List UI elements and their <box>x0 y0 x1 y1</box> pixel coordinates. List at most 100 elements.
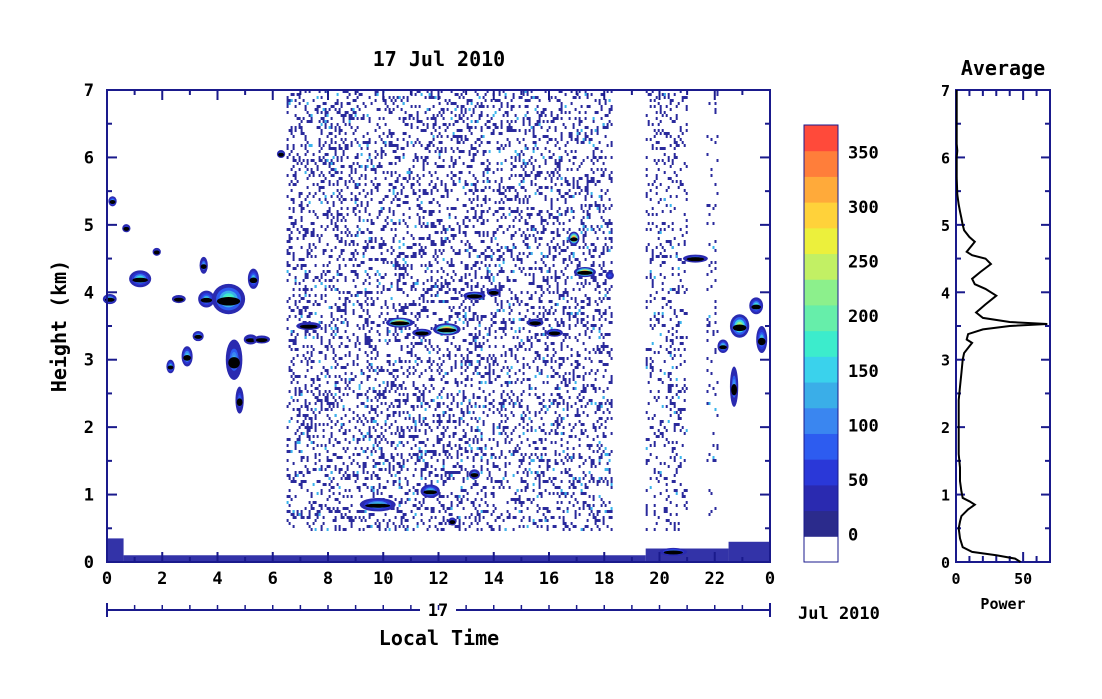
x-tick-label: 2 <box>157 569 167 589</box>
cloud-layer <box>573 267 596 278</box>
y-tick-label: 5 <box>84 216 94 236</box>
cloud-layer <box>546 328 563 337</box>
cloud-saturated-core <box>109 200 116 205</box>
cloud-saturated-core <box>132 277 148 283</box>
x-tick-label: 12 <box>428 569 448 589</box>
x-tick-label: 18 <box>594 569 614 589</box>
colorbar-cell <box>804 433 838 460</box>
cloud-saturated-core <box>449 520 456 525</box>
cloud-layer <box>526 318 544 327</box>
colorbar-cell <box>804 510 838 537</box>
cloud-layer <box>448 517 457 526</box>
cloud-saturated-core <box>569 237 578 242</box>
cloud-layer <box>463 291 486 300</box>
cloud-saturated-core <box>255 338 268 343</box>
cloud-layer <box>276 150 286 159</box>
cloud-saturated-core <box>216 297 241 306</box>
average-chart-title: Average <box>961 56 1045 80</box>
colorbar-cell <box>804 407 838 434</box>
cloud-layer <box>152 247 161 256</box>
cloud-saturated-core <box>470 473 479 478</box>
cloud-saturated-core <box>200 264 207 269</box>
average-axis-ticks: 0 1 2 3 4 5 6 7 0 50 <box>941 82 1050 588</box>
avg-y-tick-label: 6 <box>941 149 950 167</box>
avg-x-tick-label: 50 <box>1014 570 1032 588</box>
cloud-saturated-core <box>194 334 203 339</box>
cloud-saturated-core <box>548 331 561 336</box>
cloud-saturated-core <box>488 290 499 295</box>
colorbar-cell <box>804 484 838 512</box>
noise-speckle <box>645 90 688 531</box>
cloud-layer <box>729 314 750 338</box>
cloud-saturated-core <box>663 550 683 555</box>
cloud-saturated-core <box>200 297 213 303</box>
cloud-layer <box>605 271 614 280</box>
cloud-layer <box>192 331 204 342</box>
cloud-layer <box>253 335 270 344</box>
y-tick-label: 6 <box>84 148 94 168</box>
colorbar-cell <box>804 176 838 203</box>
cloud-layer <box>122 224 131 233</box>
colorbar-cell <box>804 304 838 332</box>
cloud-saturated-core <box>153 250 160 255</box>
colorbar-cell <box>804 536 838 563</box>
colorbar-cell <box>804 150 838 177</box>
cloud-layer <box>181 346 193 367</box>
x-tick-label: 20 <box>649 569 669 589</box>
y-tick-label: 4 <box>84 283 94 303</box>
avg-y-tick-label: 0 <box>941 554 950 572</box>
main-chart-y-axis-label: Height (km) <box>47 260 71 392</box>
cloud-layer <box>749 297 764 315</box>
cloud-layer <box>102 293 117 305</box>
cloud-layer <box>468 469 480 480</box>
colorbar-cell <box>804 279 838 306</box>
cloud-layer <box>729 366 739 407</box>
cloud-saturated-core <box>228 357 240 369</box>
colorbar-tick-label: 250 <box>848 253 879 273</box>
colorbar-cell <box>804 459 838 486</box>
backscatter-heatmap <box>102 90 770 562</box>
cloud-layer <box>420 484 440 498</box>
y-tick-label: 0 <box>84 553 94 573</box>
cloud-layer <box>296 322 322 330</box>
x-tick-label: 8 <box>323 569 333 589</box>
cloud-layer <box>247 268 259 289</box>
surface-return-band <box>728 541 770 562</box>
cloud-layer <box>211 283 246 315</box>
noise-speckle <box>286 90 613 531</box>
cloud-layer <box>568 231 580 246</box>
cloud-layer <box>225 339 243 380</box>
avg-y-tick-label: 2 <box>941 419 950 437</box>
avg-y-tick-label: 3 <box>941 352 950 370</box>
cloud-saturated-core <box>365 503 391 508</box>
x-tick-label: 22 <box>705 569 725 589</box>
cloud-layer <box>199 256 208 274</box>
cloud-layer <box>129 270 152 288</box>
date-axis-day-label: 17 <box>428 601 448 621</box>
x-tick-label: 0 <box>765 569 775 589</box>
cloud-layer <box>717 339 729 353</box>
colorbar-cell <box>804 227 838 255</box>
colorbar-tick-label: 100 <box>848 416 879 436</box>
noise-speckle <box>706 90 719 516</box>
colorbar-cell <box>804 253 838 280</box>
colorbar-cell <box>804 330 838 357</box>
date-axis-month-label: Jul 2010 <box>798 604 880 624</box>
cloud-saturated-core <box>390 321 410 326</box>
x-tick-label: 14 <box>484 569 504 589</box>
average-chart-x-axis-label: Power <box>980 595 1025 613</box>
average-power-profile-line <box>955 90 1048 563</box>
x-tick-label: 16 <box>539 569 559 589</box>
cloud-saturated-core <box>299 324 318 329</box>
cloud-saturated-core <box>123 226 130 231</box>
y-tick-label: 2 <box>84 418 94 438</box>
cloud-saturated-core <box>278 152 284 157</box>
cloud-layer <box>166 359 175 374</box>
cloud-layer <box>682 254 708 263</box>
colorbar-tick-label: 150 <box>848 362 879 382</box>
surface-return-band <box>123 555 646 562</box>
cloud-saturated-core <box>167 365 174 370</box>
avg-x-tick-label: 0 <box>951 570 960 588</box>
